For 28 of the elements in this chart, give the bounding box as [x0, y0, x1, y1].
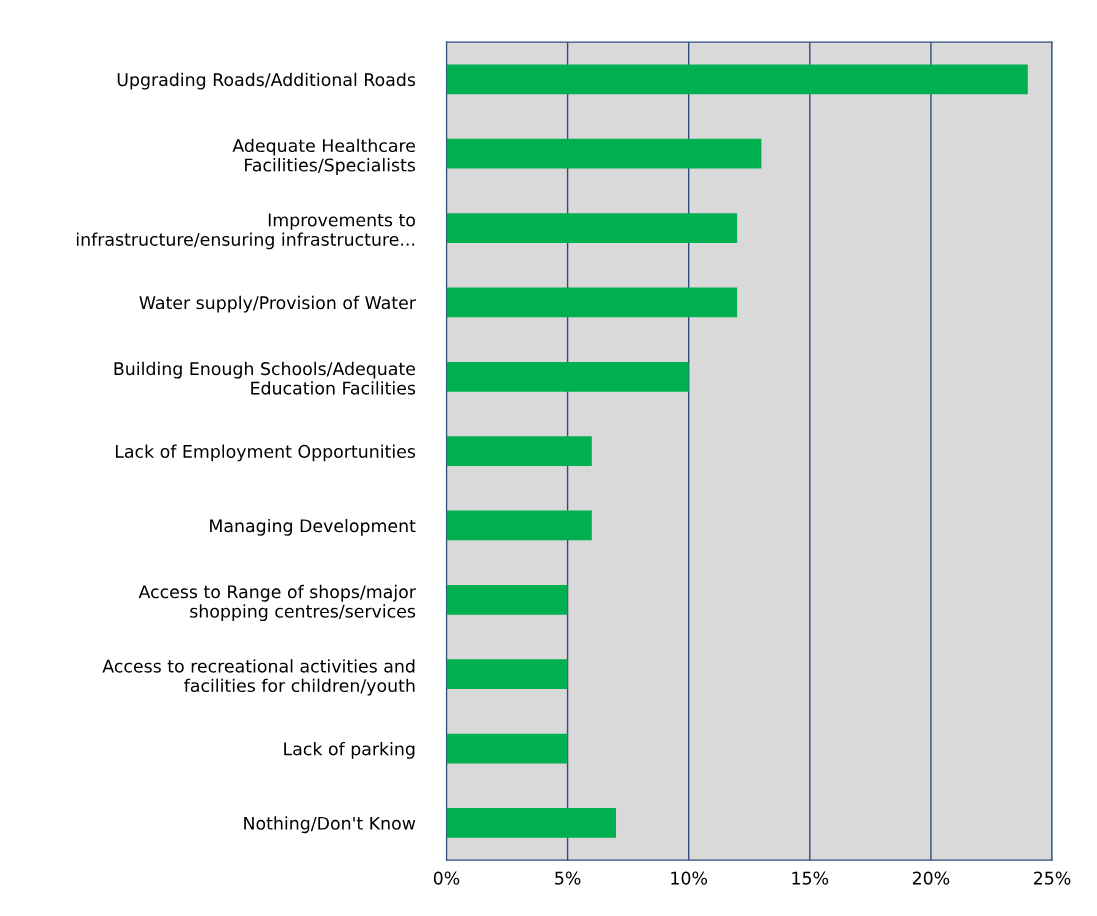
y-tick-label: Building Enough Schools/Adequate Education Facilities: [114, 361, 416, 395]
bar: [446, 808, 617, 838]
bar: [446, 213, 738, 243]
bar: [446, 733, 568, 764]
bar: [446, 138, 762, 169]
x-tick-label: 25%: [1034, 871, 1071, 885]
y-tick-label: Access to Range of shops/major shopping centres/services: [138, 584, 416, 622]
y-tick-label: Lack of Employment Opportunities: [115, 444, 416, 462]
bar: [446, 659, 568, 690]
bar: [446, 584, 568, 615]
x-tick-label: 10%: [671, 871, 708, 885]
y-tick-label: Upgrading Roads/Additional Roads: [117, 72, 416, 90]
y-tick-label: Lack of parking: [284, 741, 415, 759]
x-tick-label: 15%: [792, 871, 829, 885]
y-tick-label: Water supply/Provision of Water: [139, 295, 416, 313]
y-tick-label: Improvements to infrastructure/ensuring infrastructure...: [76, 213, 415, 250]
bar: [446, 287, 738, 318]
x-tick-label: 0%: [433, 871, 460, 885]
x-tick-label: 5%: [555, 871, 581, 885]
bar: [446, 436, 592, 466]
x-tick-label: 20%: [912, 871, 950, 885]
y-tick-label: Managing Development: [210, 518, 416, 536]
bar: [446, 361, 689, 392]
bar: [446, 64, 1028, 95]
y-tick-label: Nothing/Don't Know: [244, 816, 416, 834]
y-tick-label: Adequate Healthcare Facilities/Specialists: [232, 138, 416, 175]
bar: [446, 510, 592, 541]
y-tick-label: Access to recreational activities and facilities for children/youth: [102, 659, 415, 696]
